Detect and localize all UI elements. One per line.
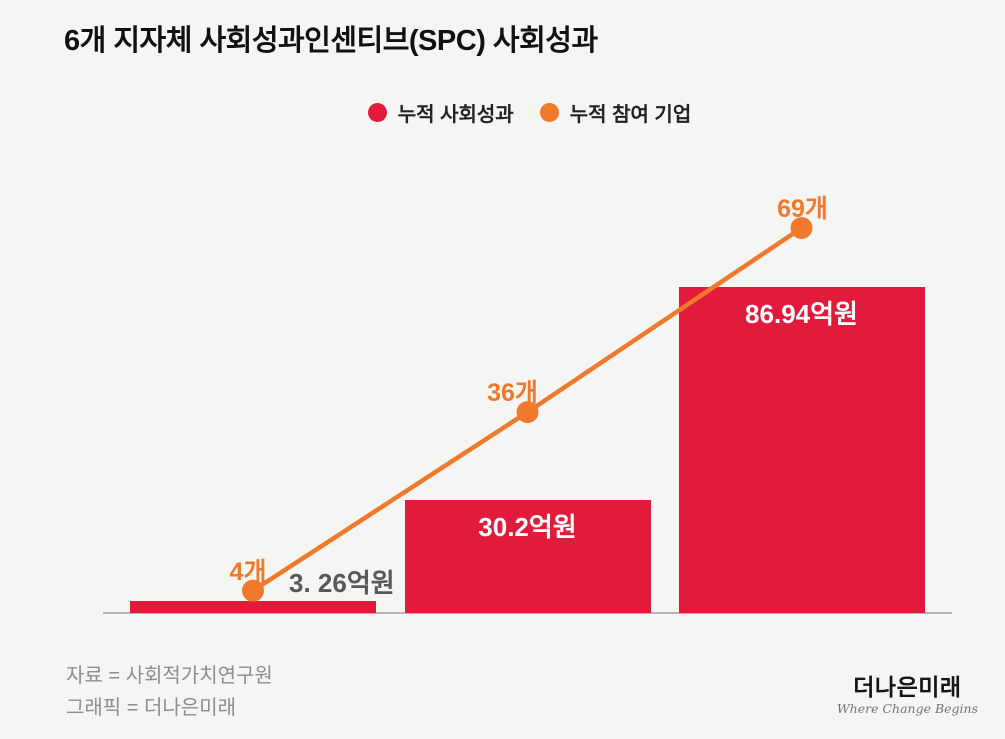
- trend-point-label-3: 69개: [777, 194, 828, 223]
- trend-point-label-1: 4개: [229, 557, 267, 586]
- legend-item-cumulative-participating-companies: 누적 참여 기업: [539, 98, 692, 127]
- logo-tagline: Where Change Begins: [836, 701, 978, 717]
- logo-wordmark: 더나은미래: [853, 674, 962, 700]
- bar-value-label-1: 3. 26억원: [289, 568, 395, 598]
- bar-value-label-2: 30.2억원: [478, 511, 577, 542]
- trend-point-label-2: 36개: [487, 379, 538, 408]
- bar-3: [678, 287, 925, 613]
- publisher-logo: 더나은미래 Where Change Begins: [836, 674, 978, 717]
- legend-dot-red-icon: [367, 103, 387, 122]
- chart-title: 6개 지자체 사회성과인센티브(SPC) 사회성과: [64, 25, 598, 57]
- legend: 누적 사회성과 누적 참여 기업: [0, 98, 1005, 127]
- credit-text: 그래픽 = 더나은미래: [66, 697, 236, 719]
- footer: 자료 = 사회적가치연구원 그래픽 = 더나은미래: [66, 660, 273, 724]
- legend-label-cumulative-participating-companies: 누적 참여 기업: [569, 104, 692, 126]
- bar-value-label-3: 86.94억원: [745, 299, 858, 329]
- legend-dot-orange-icon: [539, 103, 559, 122]
- legend-item-cumulative-social-performance: 누적 사회성과: [367, 98, 514, 127]
- legend-label-cumulative-social-performance: 누적 사회성과: [397, 104, 514, 126]
- source-text: 자료 = 사회적가치연구원: [66, 665, 273, 687]
- x-axis-line: [103, 612, 952, 614]
- bar-1: [130, 600, 376, 613]
